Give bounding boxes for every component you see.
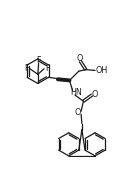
Text: O: O [76, 54, 83, 63]
Text: F: F [36, 56, 41, 65]
Text: OH: OH [95, 66, 107, 75]
Text: HN: HN [70, 88, 82, 97]
Text: F: F [45, 64, 49, 73]
Text: F: F [25, 64, 29, 73]
Text: O: O [74, 108, 80, 117]
Text: O: O [92, 90, 98, 99]
